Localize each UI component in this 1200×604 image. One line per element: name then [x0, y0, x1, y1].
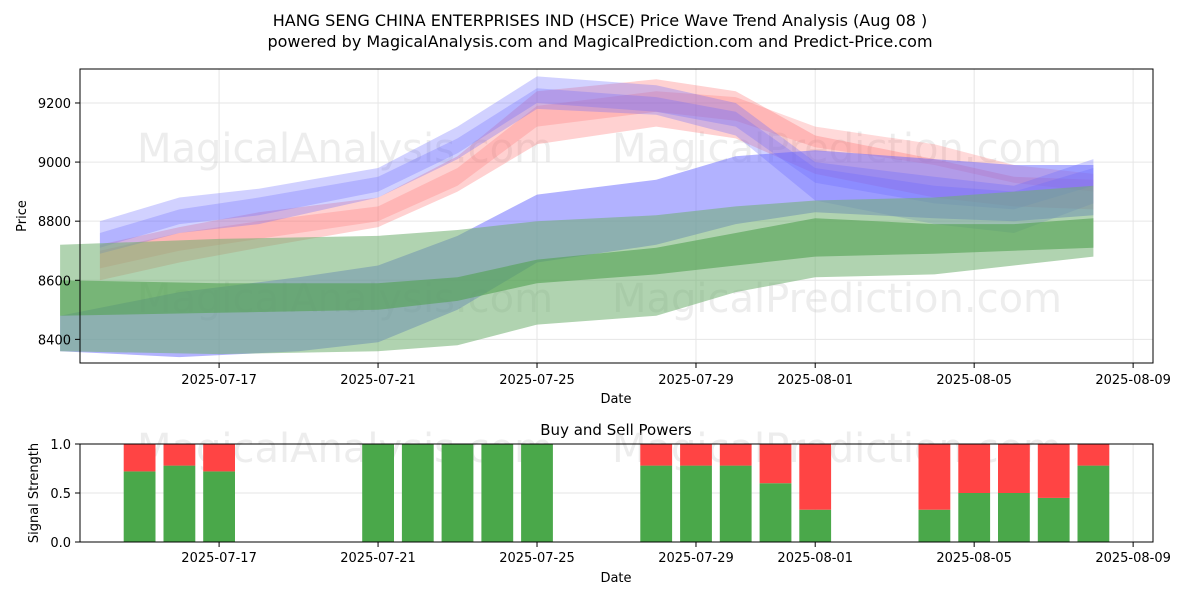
price-x-tick-label: 2025-07-29: [658, 373, 734, 388]
price-y-tick-label: 8600: [38, 274, 71, 289]
buy-bar: [441, 444, 474, 542]
price-y-label: Price: [15, 200, 30, 232]
chart-title: HANG SENG CHINA ENTERPRISES IND (HSCE) P…: [273, 11, 928, 30]
signal-x-tick-label: 2025-07-25: [499, 551, 575, 566]
signal-x-tick-label: 2025-08-09: [1095, 551, 1171, 566]
price-y-tick-label: 9000: [38, 156, 71, 171]
signal-y-tick-label: 0.5: [50, 487, 71, 502]
buy-bar: [481, 444, 514, 542]
price-x-ticks: 2025-07-17 2025-07-21 2025-07-25 2025-07-29…: [181, 363, 1171, 388]
buy-bar: [163, 465, 196, 542]
buy-bar: [401, 444, 434, 542]
buy-bar: [640, 465, 673, 542]
buy-bar: [1037, 497, 1070, 542]
buy-bar: [680, 465, 712, 542]
watermark-prediction: MagicalPrediction.com: [612, 426, 1062, 472]
signal-y-tick-label: 0.0: [50, 536, 71, 551]
signal-x-tick-label: 2025-07-17: [181, 551, 257, 566]
price-band-1: [99, 91, 1094, 269]
price-x-tick-label: 2025-07-21: [340, 373, 416, 388]
buy-bar: [1077, 465, 1110, 542]
sell-bar: [640, 444, 673, 466]
price-band-6: [60, 185, 1094, 355]
price-x-tick-label: 2025-07-25: [499, 373, 575, 388]
buy-bar: [719, 465, 752, 542]
sell-bar: [958, 444, 991, 493]
chart-subtitle: powered by MagicalAnalysis.com and Magic…: [267, 32, 932, 51]
buy-bar: [759, 483, 792, 542]
price-axes-frame: [79, 68, 1154, 364]
price-bands: [60, 76, 1094, 358]
signal-x-tick-label: 2025-08-01: [777, 551, 853, 566]
price-band-0: [99, 79, 1094, 281]
buy-bar: [799, 509, 832, 542]
buy-bar: [123, 471, 156, 542]
price-y-tick-label: 8800: [38, 215, 71, 230]
sell-bar: [759, 444, 792, 484]
sell-bar: [799, 444, 832, 510]
buy-bar: [362, 444, 394, 542]
price-x-tick-label: 2025-08-01: [777, 373, 853, 388]
sell-bar: [680, 444, 712, 466]
signal-x-tick-label: 2025-08-05: [936, 551, 1012, 566]
buy-bar: [203, 471, 235, 542]
price-y-tick-label: 8400: [38, 333, 71, 348]
price-y-ticks: 8400 8600 8800 9000 9200: [38, 97, 80, 348]
sell-bar: [998, 444, 1030, 493]
signal-x-tick-label: 2025-07-29: [658, 551, 734, 566]
signal-x-label: Date: [600, 571, 631, 586]
signal-y-label: Signal Strength: [27, 443, 42, 543]
signal-title: Buy and Sell Powers: [540, 421, 692, 439]
price-x-tick-label: 2025-07-17: [181, 373, 257, 388]
price-x-tick-label: 2025-08-09: [1095, 373, 1171, 388]
sell-bar: [163, 444, 196, 466]
buy-bar: [918, 509, 951, 542]
price-panel: MagicalAnalysis.com MagicalPrediction.co…: [15, 68, 1171, 407]
buy-bar: [958, 493, 991, 542]
sell-bar: [1077, 444, 1110, 466]
signal-panel: Buy and Sell Powers MagicalAnalysis.com …: [27, 421, 1171, 586]
signal-y-tick-label: 1.0: [50, 438, 71, 453]
watermark-analysis: MagicalAnalysis.com: [137, 126, 553, 172]
sell-bar: [203, 444, 235, 472]
sell-bar: [123, 444, 156, 472]
signal-x-ticks: 2025-07-17 2025-07-21 2025-07-25 2025-07-29…: [181, 542, 1171, 566]
signal-bars: [123, 444, 1110, 542]
price-x-label: Date: [600, 392, 631, 407]
buy-bar: [521, 444, 553, 542]
signal-y-ticks: 0.0 0.5 1.0: [50, 438, 80, 551]
sell-bar: [918, 444, 951, 510]
price-x-tick-label: 2025-08-05: [936, 373, 1012, 388]
signal-x-tick-label: 2025-07-21: [340, 551, 416, 566]
price-y-tick-label: 9200: [38, 97, 71, 112]
sell-bar: [719, 444, 752, 466]
buy-bar: [998, 493, 1030, 542]
sell-bar: [1037, 444, 1070, 498]
